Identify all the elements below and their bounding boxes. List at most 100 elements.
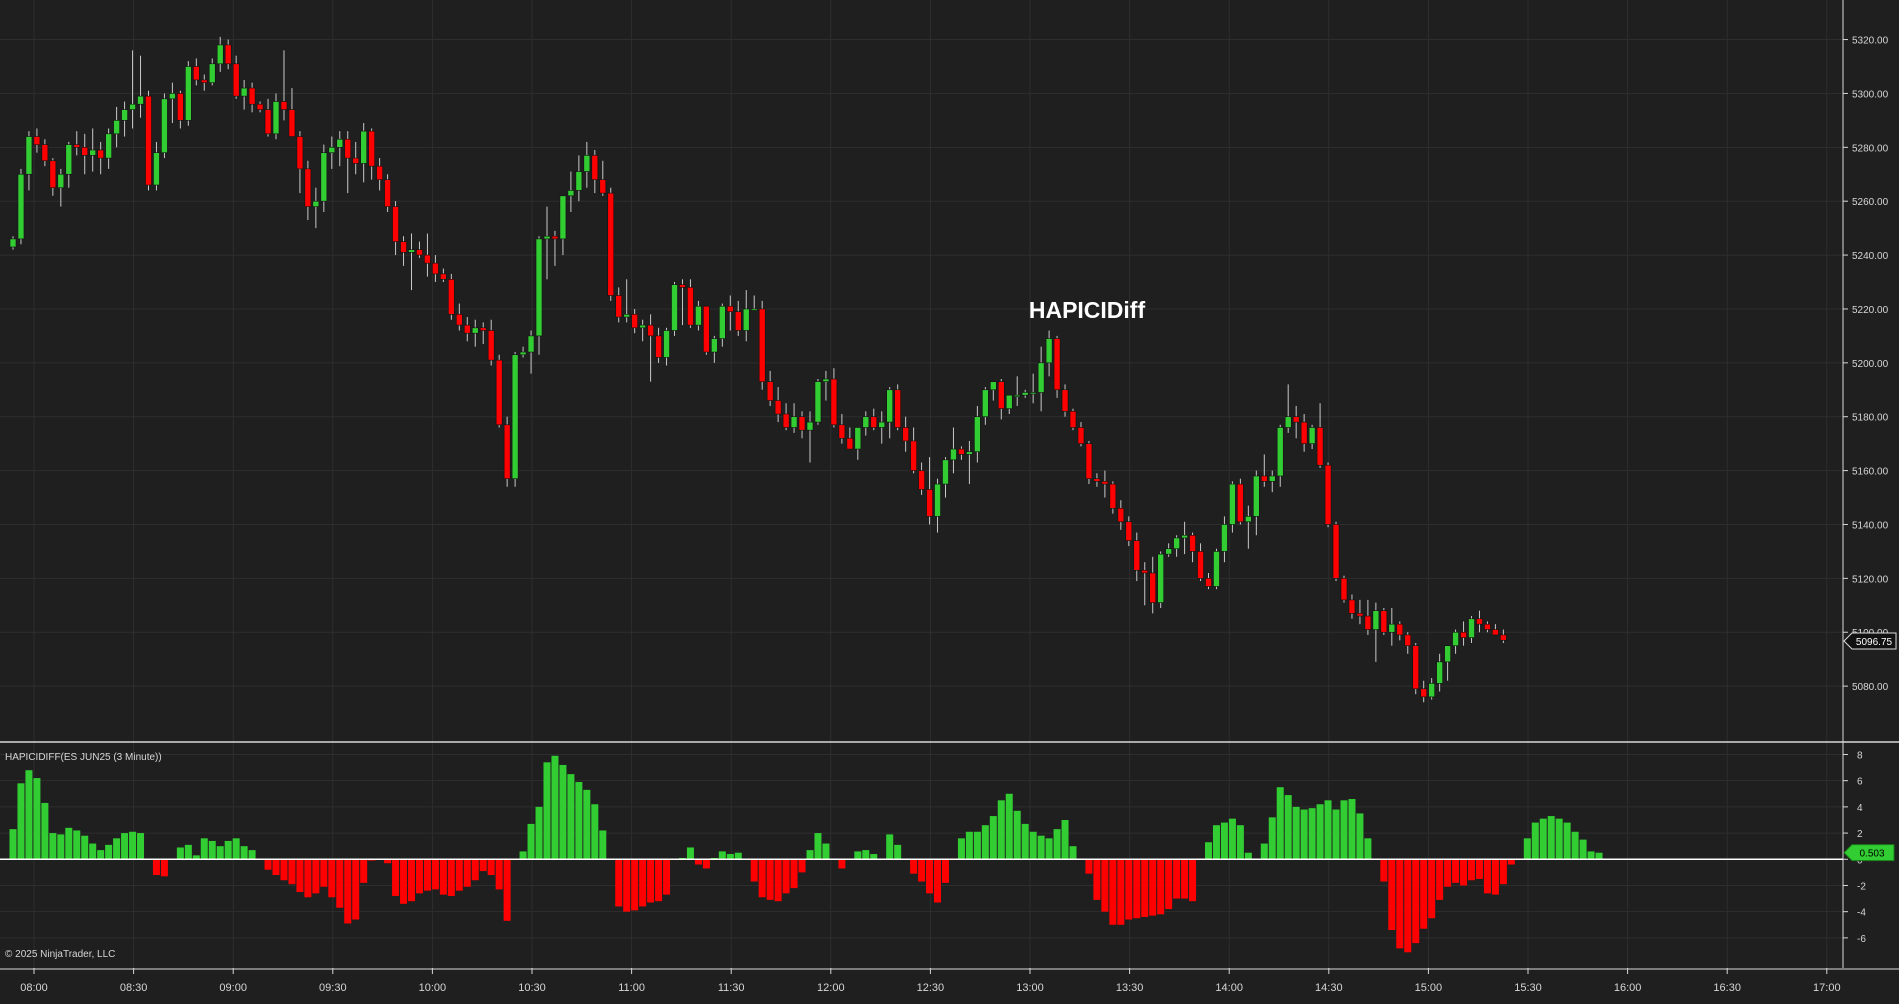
time-axis-label: 10:30 — [518, 982, 546, 994]
candle-body — [806, 421, 814, 431]
candle-body — [1069, 411, 1077, 428]
candle-body — [408, 249, 415, 253]
candle-body — [1396, 623, 1404, 636]
histogram-bar — [49, 833, 57, 860]
candle-body — [1444, 645, 1451, 663]
candle-body — [543, 235, 551, 240]
candle-body — [703, 305, 710, 353]
histogram-bar — [615, 859, 623, 907]
price-axis-label: 5300.00 — [1852, 89, 1889, 100]
histogram-bar — [1013, 810, 1021, 860]
histogram-bar — [1141, 859, 1149, 917]
histogram-bar — [1483, 859, 1491, 894]
time-axis-label: 15:30 — [1514, 982, 1542, 994]
histogram-bar — [152, 859, 160, 875]
candle-body — [583, 155, 591, 172]
histogram-bar — [1380, 859, 1388, 882]
candle-body — [719, 305, 726, 339]
time-axis-label: 16:00 — [1614, 982, 1642, 994]
candle-body — [320, 152, 328, 202]
histogram-bar — [1181, 859, 1189, 899]
histogram-bar — [814, 833, 822, 860]
histogram-bar — [918, 859, 926, 882]
histogram-bar — [1452, 859, 1460, 883]
time-axis-label: 12:00 — [817, 982, 845, 994]
price-axis-label: 5260.00 — [1852, 197, 1889, 208]
histogram-bar — [806, 850, 814, 860]
candle-body — [1013, 394, 1021, 397]
price-axis-label: 5180.00 — [1852, 413, 1889, 424]
candle-body — [854, 427, 862, 450]
candle-body — [997, 381, 1005, 409]
candle-body — [296, 136, 304, 170]
histogram-bar — [1085, 859, 1093, 874]
histogram-bar — [965, 831, 973, 860]
histogram-bar — [1228, 818, 1236, 860]
histogram-bar — [81, 835, 89, 860]
candle-body — [1021, 392, 1029, 396]
histogram-bar — [1547, 816, 1555, 860]
histogram-bar — [1165, 859, 1173, 910]
candle-body — [129, 103, 136, 110]
candle-body — [169, 93, 176, 100]
histogram-bar — [1212, 825, 1220, 860]
histogram-bar — [1005, 793, 1013, 860]
time-axis-label: 08:30 — [120, 982, 148, 994]
histogram-bar — [33, 778, 41, 860]
histogram-bar — [423, 859, 431, 891]
candle-body — [97, 149, 104, 159]
candle-body — [312, 200, 320, 207]
candle-body — [1372, 610, 1380, 630]
histogram-bar — [208, 840, 216, 860]
candle-body — [1316, 427, 1324, 466]
histogram-bar — [1571, 831, 1579, 860]
histogram-bar — [105, 844, 113, 860]
histogram-bar — [1444, 859, 1452, 887]
histogram-bar — [304, 859, 312, 898]
candle-body — [328, 147, 336, 154]
time-axis-label: 14:00 — [1215, 982, 1243, 994]
histogram-bar — [1460, 859, 1468, 886]
candle-body — [742, 308, 750, 331]
candle-body — [352, 157, 360, 164]
candle-body — [1133, 540, 1141, 571]
candle-body — [1149, 572, 1157, 603]
histogram-bar — [655, 859, 663, 902]
indicator-marker-label: 0.503 — [1859, 849, 1884, 860]
candle-body — [631, 314, 638, 329]
candle-body — [1260, 475, 1268, 482]
histogram-bar — [89, 843, 97, 860]
candle-body — [1436, 661, 1443, 684]
price-axis-label: 5120.00 — [1852, 574, 1889, 585]
candle-body — [256, 103, 264, 110]
candle-body — [679, 284, 686, 288]
histogram-bar — [1029, 831, 1037, 860]
time-axis-label: 11:00 — [618, 982, 645, 994]
candle-body — [400, 241, 407, 253]
candle-body — [734, 311, 742, 331]
histogram-bar — [647, 859, 655, 903]
candle-body — [990, 381, 997, 391]
histogram-bar — [1507, 859, 1515, 865]
candle-body — [1460, 631, 1467, 638]
price-marker-label: 5096.75 — [1856, 637, 1893, 648]
candle-body — [918, 470, 925, 490]
histogram-bar — [631, 859, 639, 911]
histogram-bar — [1125, 859, 1133, 920]
histogram-bar — [296, 859, 304, 893]
candle-body — [535, 238, 543, 337]
candle-body — [623, 314, 630, 318]
candle-body — [750, 308, 758, 311]
time-axis-label: 08:00 — [20, 982, 48, 994]
price-marker-box — [1843, 632, 1897, 650]
candle-body — [726, 305, 734, 312]
candle-body — [161, 98, 168, 154]
indicator-axis-label: 8 — [1857, 750, 1863, 761]
candle-body — [1213, 551, 1220, 587]
histogram-bar — [1388, 859, 1396, 931]
histogram-bar — [1348, 799, 1356, 860]
time-axis-label: 11:30 — [718, 982, 745, 994]
histogram-bar — [280, 859, 288, 881]
histogram-bar — [774, 859, 782, 902]
